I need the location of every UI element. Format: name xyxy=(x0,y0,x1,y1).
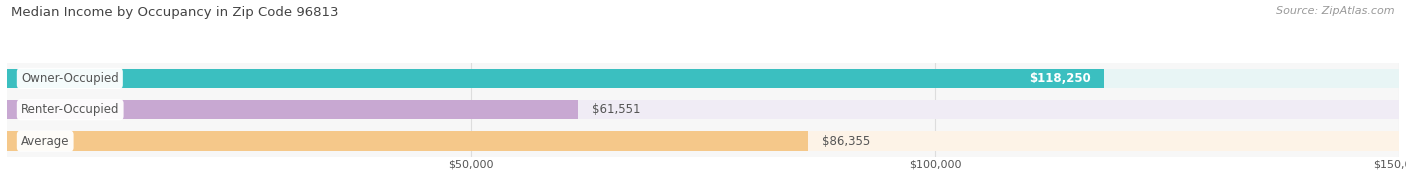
Text: $86,355: $86,355 xyxy=(823,135,870,148)
Text: Source: ZipAtlas.com: Source: ZipAtlas.com xyxy=(1277,6,1395,16)
Text: $118,250: $118,250 xyxy=(1029,72,1091,85)
Bar xyxy=(7,100,578,120)
Text: Average: Average xyxy=(21,135,69,148)
Bar xyxy=(7,100,1399,120)
Text: $61,551: $61,551 xyxy=(592,103,641,116)
Bar xyxy=(7,131,1399,151)
Text: Owner-Occupied: Owner-Occupied xyxy=(21,72,118,85)
Text: Median Income by Occupancy in Zip Code 96813: Median Income by Occupancy in Zip Code 9… xyxy=(11,6,339,19)
Bar xyxy=(7,69,1104,88)
Text: Renter-Occupied: Renter-Occupied xyxy=(21,103,120,116)
Bar xyxy=(7,131,808,151)
Bar xyxy=(7,69,1399,88)
